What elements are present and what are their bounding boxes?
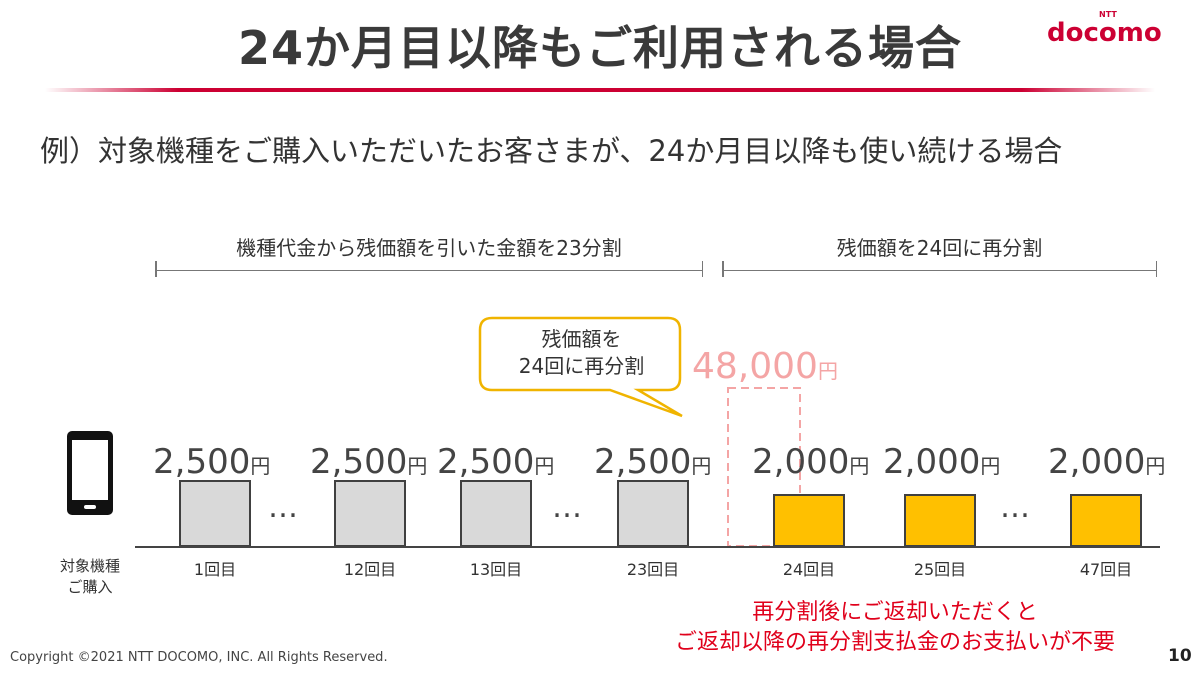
payment-amount: 2,000円: [752, 442, 869, 482]
payment-month-label: 24回目: [782, 560, 836, 579]
residual-value: 48,000: [692, 346, 818, 387]
residual-unit: 円: [817, 359, 838, 383]
payment-amount: 2,500円: [310, 442, 427, 482]
return-note-line1: 再分割後にご返却いただくと: [752, 600, 1038, 625]
amount-unit: 円: [980, 454, 1001, 478]
payment-bar-standard: [179, 480, 251, 547]
amount-value: 2,500: [310, 442, 408, 482]
range-label-first: 機種代金から残価額を引いた金額を23分割: [236, 236, 622, 260]
payment-bar-standard: [334, 480, 406, 547]
amount-unit: 円: [691, 454, 712, 478]
payment-amount: 2,000円: [883, 442, 1000, 482]
callout-line2: 24回に再分割: [518, 354, 645, 378]
ellipsis: …: [552, 490, 585, 525]
return-note: 再分割後にご返却いただくと ご返却以降の再分割支払金のお支払いが不要: [630, 598, 1160, 658]
range-label-second: 残価額を24回に再分割: [836, 236, 1043, 260]
ellipsis: …: [268, 490, 301, 525]
range-bracket-first: [155, 258, 703, 277]
logo-ntt-text: NTT: [1099, 10, 1117, 19]
amount-unit: 円: [1145, 454, 1166, 478]
logo-wordmark: docomo: [1047, 18, 1162, 48]
callout-bubble: [478, 316, 683, 418]
return-note-line2: ご返却以降の再分割支払金のお支払いが不要: [674, 630, 1115, 655]
amount-value: 2,000: [752, 442, 850, 482]
docomo-logo: NTT docomo: [1045, 10, 1175, 50]
callout-text: 残価額を 24回に再分割: [484, 326, 679, 380]
payment-bar-redivided: [904, 494, 976, 547]
amount-unit: 円: [407, 454, 428, 478]
page-number: 10: [1168, 646, 1192, 666]
amount-value: 2,000: [883, 442, 981, 482]
device-caption-line2: ご購入: [67, 578, 113, 596]
range-bracket-second: [722, 258, 1157, 277]
payment-month-label: 1回目: [193, 560, 237, 579]
amount-value: 2,500: [594, 442, 692, 482]
device-purchase-caption: 対象機種 ご購入: [45, 556, 135, 598]
timeline-baseline: [135, 546, 1160, 548]
amount-value: 2,500: [437, 442, 535, 482]
payment-amount: 2,500円: [437, 442, 554, 482]
amount-unit: 円: [849, 454, 870, 478]
smartphone-icon: [67, 431, 113, 515]
copyright-notice: Copyright ©2021 NTT DOCOMO, INC. All Rig…: [10, 650, 388, 665]
amount-unit: 円: [250, 454, 271, 478]
payment-bar-redivided: [773, 494, 845, 547]
payment-bar-redivided: [1070, 494, 1142, 547]
callout-line1: 残価額を: [541, 327, 622, 351]
amount-value: 2,500: [153, 442, 251, 482]
title-underline: [45, 88, 1155, 92]
payment-bar-standard: [617, 480, 689, 547]
payment-month-label: 25回目: [913, 560, 967, 579]
payment-amount: 2,500円: [153, 442, 270, 482]
amount-unit: 円: [534, 454, 555, 478]
ellipsis: …: [1000, 490, 1033, 525]
payment-amount: 2,500円: [594, 442, 711, 482]
example-description: 例）対象機種をご購入いただいたお客さまが、24か月目以降も使い続ける場合: [40, 134, 1063, 168]
device-caption-line1: 対象機種: [59, 557, 120, 575]
payment-month-label: 47回目: [1079, 560, 1133, 579]
residual-amount: 48,000円: [692, 346, 838, 387]
payment-month-label: 23回目: [626, 560, 680, 579]
page-title: 24か月目以降もご利用される場合: [237, 21, 962, 75]
payment-amount: 2,000円: [1048, 442, 1165, 482]
payment-bar-standard: [460, 480, 532, 547]
amount-value: 2,000: [1048, 442, 1146, 482]
payment-month-label: 13回目: [469, 560, 523, 579]
payment-month-label: 12回目: [343, 560, 397, 579]
